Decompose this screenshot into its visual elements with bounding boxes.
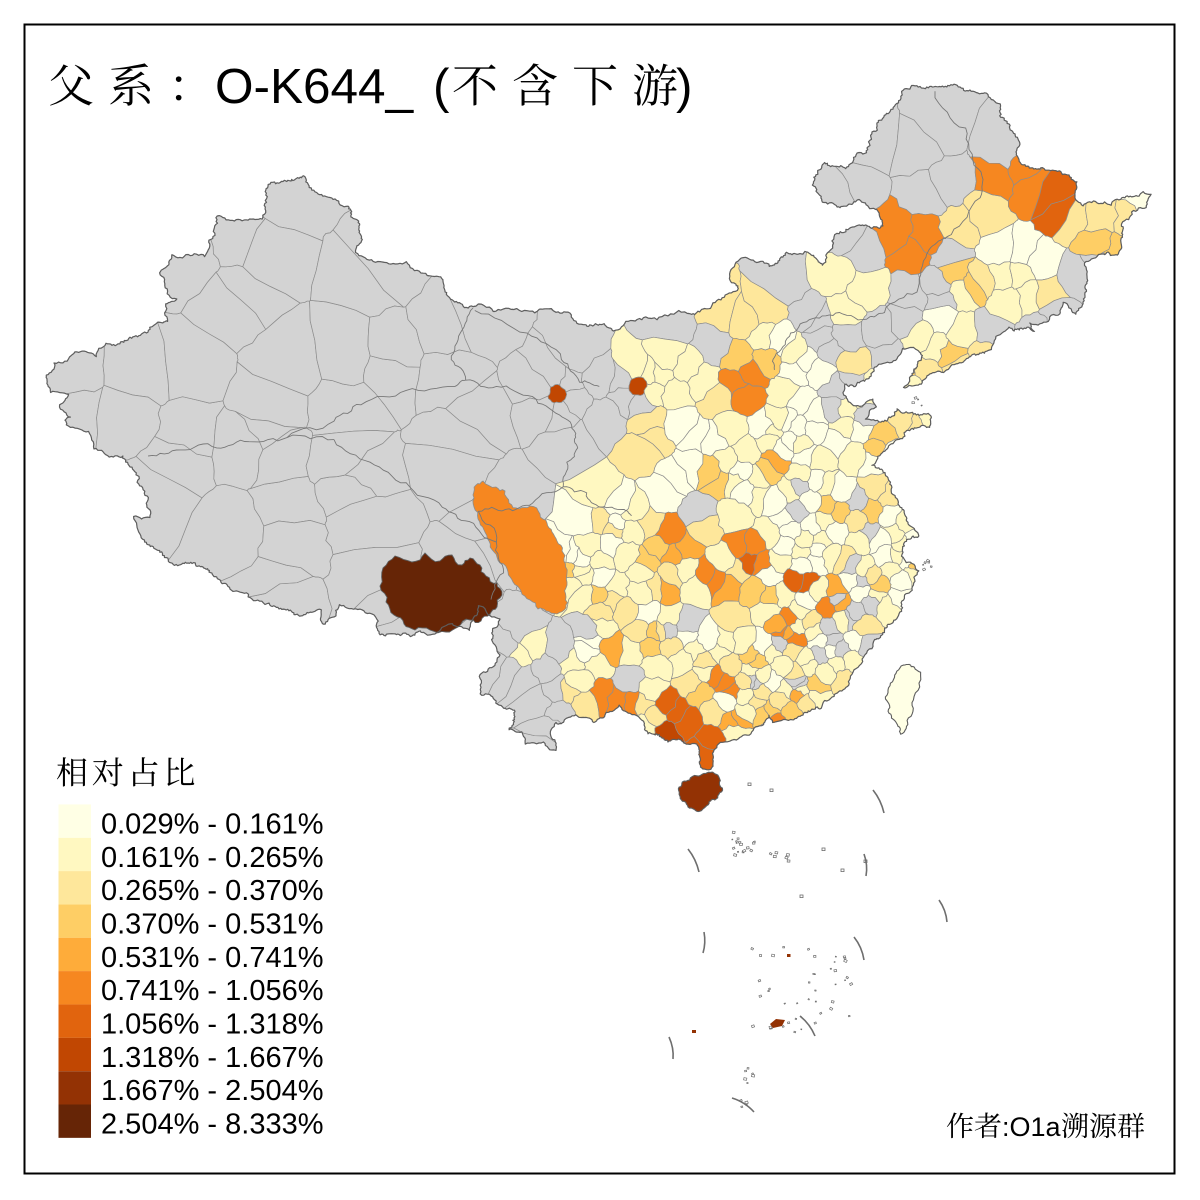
svg-text:1.056% - 1.318%: 1.056% - 1.318%: [101, 1009, 323, 1041]
svg-text:0.161% - 0.265%: 0.161% - 0.265%: [101, 842, 323, 874]
svg-text:): ): [676, 59, 692, 114]
svg-text:(: (: [433, 59, 450, 114]
svg-text:1.318% - 1.667%: 1.318% - 1.667%: [101, 1042, 323, 1074]
svg-text:0.741% - 1.056%: 0.741% - 1.056%: [101, 975, 323, 1007]
svg-text:0.370% - 0.531%: 0.370% - 0.531%: [101, 909, 323, 941]
svg-text:0.531% - 0.741%: 0.531% - 0.741%: [101, 942, 323, 974]
svg-text:O-K644_: O-K644_: [215, 59, 415, 114]
svg-text:2.504% - 8.333%: 2.504% - 8.333%: [101, 1109, 323, 1141]
svg-text::O1a: :O1a: [1002, 1112, 1062, 1142]
svg-text:0.265% - 0.370%: 0.265% - 0.370%: [101, 875, 323, 907]
svg-text:0.029% - 0.161%: 0.029% - 0.161%: [101, 808, 323, 840]
svg-text:1.667% - 2.504%: 1.667% - 2.504%: [101, 1075, 323, 1107]
